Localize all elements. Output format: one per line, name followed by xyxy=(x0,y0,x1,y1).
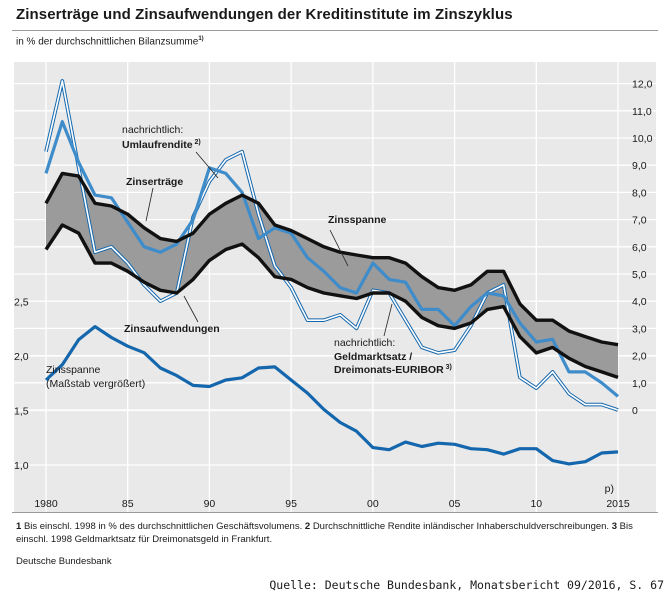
footnote-2-text: Durchschnittliche Rendite inländischer I… xyxy=(312,521,610,532)
y-tick-label: 12,0 xyxy=(632,79,653,91)
subtitle-text: in % der durchschnittlichen Bilanzsumme xyxy=(16,36,199,48)
x-tick-label: 95 xyxy=(285,498,297,510)
y-tick-label-lower: 2,5 xyxy=(14,297,29,309)
page-title: Zinserträge und Zinsaufwendungen der Kre… xyxy=(16,6,513,23)
x-axis-note: p) xyxy=(605,483,614,495)
annotation-umlaufrendite-note: 2) xyxy=(193,139,201,146)
y-tick-label: 0 xyxy=(632,405,638,417)
y-tick-label: 3,0 xyxy=(632,323,647,335)
annotation-euribor: Dreimonats-EURIBOR 3) xyxy=(334,364,452,376)
x-tick-label: 90 xyxy=(204,498,216,510)
footnote-3-text: Bis einschl. 1998 Geldmarktsatz für Drei… xyxy=(16,521,633,545)
footnote-3-number: 3 xyxy=(611,521,618,532)
leader-zinsertraege xyxy=(145,187,154,222)
publisher-label: Deutsche Bundesbank xyxy=(16,556,112,567)
title-rule xyxy=(12,30,658,31)
y-tick-label-lower: 1,5 xyxy=(14,406,29,418)
zinsertraege-line xyxy=(44,171,619,347)
x-tick-label: 2015 xyxy=(606,498,630,510)
footnote-2-number: 2 xyxy=(304,521,311,532)
x-tick-label: 10 xyxy=(530,498,542,510)
annotation-zinsaufwendungen: Zinsaufwendungen xyxy=(124,323,220,335)
x-tick-label: 05 xyxy=(449,498,461,510)
annotation-nachrichtlich-umlauf: nachrichtlich: xyxy=(122,124,183,136)
lower-chart-subtitle: (Maßstab vergrößert) xyxy=(46,378,145,390)
y-tick-label: 4,0 xyxy=(632,296,647,308)
footnotes: 1 Bis einschl. 1998 in % des durchschnit… xyxy=(16,520,656,546)
zinsaufwendungen-line xyxy=(44,223,619,380)
leader-zinsaufwendungen xyxy=(183,295,199,323)
y-tick-label: 11,0 xyxy=(632,106,652,118)
annotation-zinsspanne: Zinsspanne xyxy=(328,214,387,226)
annotation-nachrichtlich-geldmarkt: nachrichtlich: xyxy=(334,337,395,349)
footnote-1-number: 1 xyxy=(16,521,22,532)
zinsspanne-band xyxy=(46,173,618,378)
umlaufrendite-line xyxy=(44,120,620,398)
y-tick-label: 2,0 xyxy=(632,351,647,363)
subtitle-footnote-ref: 1) xyxy=(198,36,204,42)
y-tick-label: 8,0 xyxy=(632,187,647,199)
x-tick-label: 00 xyxy=(367,498,379,510)
annotation-zinsertraege: Zinserträge xyxy=(126,176,183,188)
annotation-euribor-note: 3) xyxy=(444,364,452,371)
y-tick-label: 1,0 xyxy=(632,378,647,390)
chart-subtitle: in % der durchschnittlichen Bilanzsumme1… xyxy=(16,36,204,47)
source-caption: Quelle: Deutsche Bundesbank, Monatsberic… xyxy=(269,578,664,592)
x-tick-label: 85 xyxy=(122,498,134,510)
footnote-1-text: Bis einschl. 1998 in % des durchschnittl… xyxy=(23,521,303,532)
zinsspanne-lower-line xyxy=(44,325,619,466)
y-tick-label: 5,0 xyxy=(632,269,647,281)
annotation-geldmarktsatz: Geldmarktsatz / xyxy=(334,351,412,363)
x-tick-label: 1980 xyxy=(34,498,58,510)
leader-geldmarktsatz xyxy=(383,303,393,337)
y-tick-label-lower: 1,0 xyxy=(14,460,29,472)
y-tick-label-lower: 2,0 xyxy=(14,351,29,363)
y-tick-label: 6,0 xyxy=(632,242,647,254)
y-tick-label: 9,0 xyxy=(632,160,647,172)
footnote-rule xyxy=(12,512,658,513)
y-tick-label: 10,0 xyxy=(632,133,653,145)
leader-umlaufrendite xyxy=(195,151,219,179)
lower-chart-title: Zinsspanne xyxy=(46,364,100,376)
y-tick-label: 7,0 xyxy=(632,215,647,227)
annotation-umlaufrendite: Umlaufrendite 2) xyxy=(122,139,201,151)
leader-zinsspanne xyxy=(329,229,349,267)
